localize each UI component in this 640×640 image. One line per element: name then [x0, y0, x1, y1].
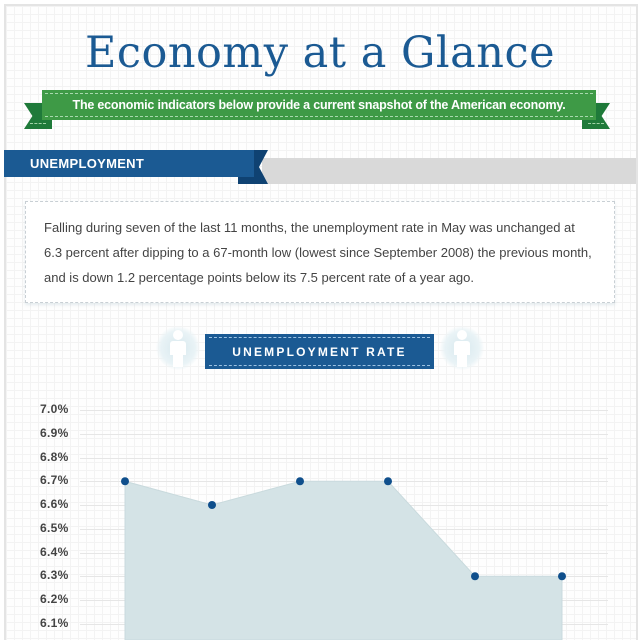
section-description: Falling during seven of the last 11 mont…: [25, 201, 615, 303]
y-axis-tick-label: 6.9%: [40, 425, 69, 440]
gridline: [80, 457, 608, 459]
y-axis-tick-label: 6.4%: [40, 544, 69, 559]
section-title: UNEMPLOYMENT: [30, 156, 145, 171]
chart-title-label: UNEMPLOYMENT RATE: [205, 334, 434, 369]
data-point-marker: [208, 501, 216, 509]
page-title: Economy at a Glance: [84, 28, 556, 78]
ribbon-text: The economic indicators below provide a …: [72, 98, 566, 112]
person-icon: [156, 326, 200, 370]
section-header-bar: [262, 158, 636, 184]
chart-title: UNEMPLOYMENT RATE: [232, 344, 407, 359]
y-axis-tick-label: 6.3%: [40, 568, 69, 583]
y-axis-tick-label: 6.7%: [40, 473, 69, 488]
y-axis-tick-label: 6.1%: [40, 615, 69, 630]
description-text: Falling during seven of the last 11 mont…: [44, 220, 592, 285]
data-point-marker: [384, 477, 392, 486]
y-axis-tick-label: 6.8%: [40, 449, 69, 464]
data-point-marker: [471, 572, 479, 581]
section-header: UNEMPLOYMENT: [4, 150, 254, 177]
y-axis-tick-label: 6.5%: [40, 520, 69, 535]
person-icon: [440, 326, 484, 370]
gridline: [80, 410, 608, 411]
gridline: [80, 433, 608, 435]
y-axis-tick-label: 7.0%: [40, 402, 69, 416]
subtitle-ribbon: The economic indicators below provide a …: [42, 90, 596, 120]
data-point-marker: [121, 477, 129, 486]
y-axis-tick-label: 6.2%: [40, 592, 69, 606]
y-axis-tick-label: 6.6%: [40, 497, 69, 511]
data-point-marker: [296, 477, 304, 486]
data-point-marker: [558, 572, 566, 581]
